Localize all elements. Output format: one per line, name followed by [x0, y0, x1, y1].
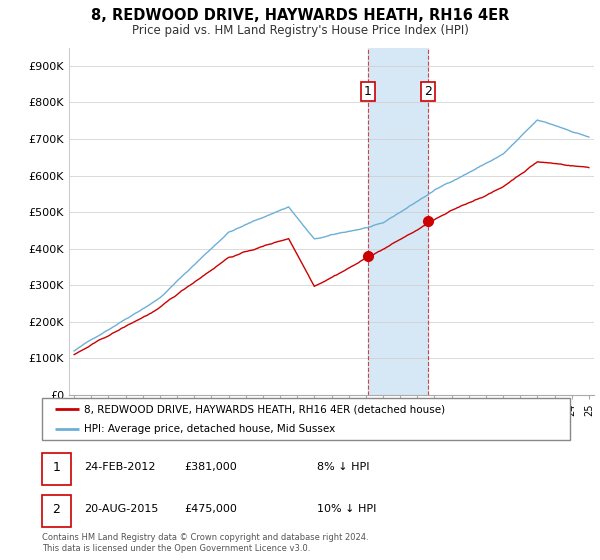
Text: 8, REDWOOD DRIVE, HAYWARDS HEATH, RH16 4ER (detached house): 8, REDWOOD DRIVE, HAYWARDS HEATH, RH16 4…: [84, 404, 445, 414]
Text: 20-AUG-2015: 20-AUG-2015: [84, 504, 158, 514]
Text: 1: 1: [364, 85, 372, 98]
Text: 2: 2: [424, 85, 432, 98]
Bar: [42, 452, 71, 486]
Text: 10% ↓ HPI: 10% ↓ HPI: [317, 504, 376, 514]
Text: 24-FEB-2012: 24-FEB-2012: [84, 462, 156, 472]
Text: £381,000: £381,000: [185, 462, 238, 472]
Text: Price paid vs. HM Land Registry's House Price Index (HPI): Price paid vs. HM Land Registry's House …: [131, 24, 469, 36]
Text: 1: 1: [53, 461, 61, 474]
Text: 2: 2: [53, 503, 61, 516]
Text: 8% ↓ HPI: 8% ↓ HPI: [317, 462, 369, 472]
Text: Contains HM Land Registry data © Crown copyright and database right 2024.
This d: Contains HM Land Registry data © Crown c…: [42, 533, 368, 553]
Text: 8, REDWOOD DRIVE, HAYWARDS HEATH, RH16 4ER: 8, REDWOOD DRIVE, HAYWARDS HEATH, RH16 4…: [91, 8, 509, 24]
Text: £475,000: £475,000: [185, 504, 238, 514]
Text: HPI: Average price, detached house, Mid Sussex: HPI: Average price, detached house, Mid …: [84, 424, 335, 434]
Bar: [42, 494, 71, 528]
Bar: [368, 48, 428, 395]
